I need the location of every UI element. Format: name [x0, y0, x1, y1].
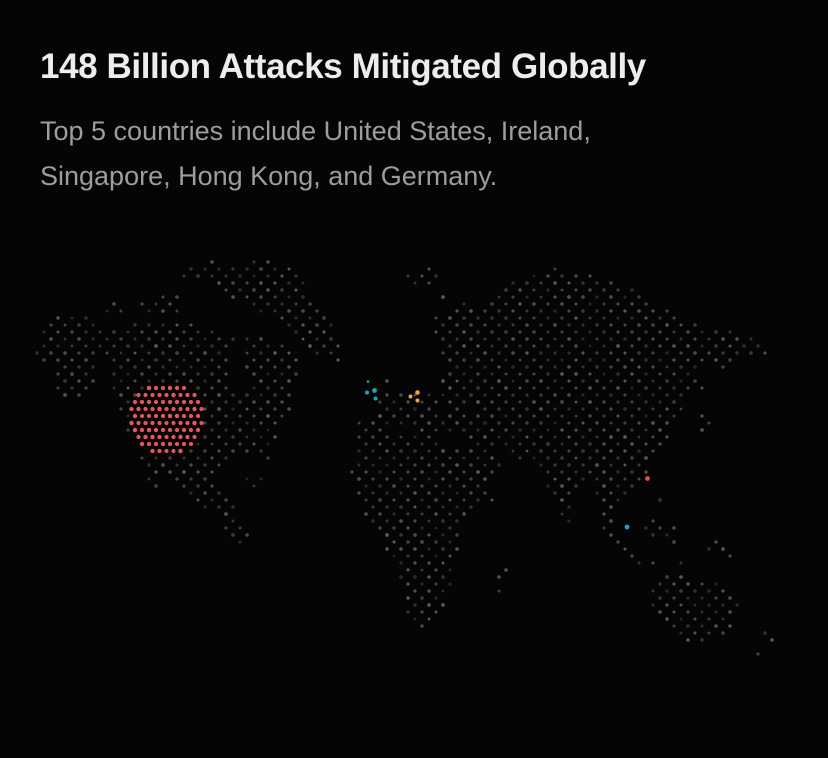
- page-title: 148 Billion Attacks Mitigated Globally: [40, 47, 646, 86]
- basemap-dots: [35, 260, 774, 656]
- subtitle-line-2: Singapore, Hong Kong, and Germany.: [40, 160, 498, 191]
- country-attack-dots: [365, 380, 650, 530]
- page-subtitle: Top 5 countries include United States, I…: [40, 109, 800, 199]
- us-attack-cluster: [129, 385, 204, 454]
- subtitle-line-1: Top 5 countries include United States, I…: [40, 115, 591, 146]
- header: 148 Billion Attacks Mitigated Globally T…: [40, 47, 800, 199]
